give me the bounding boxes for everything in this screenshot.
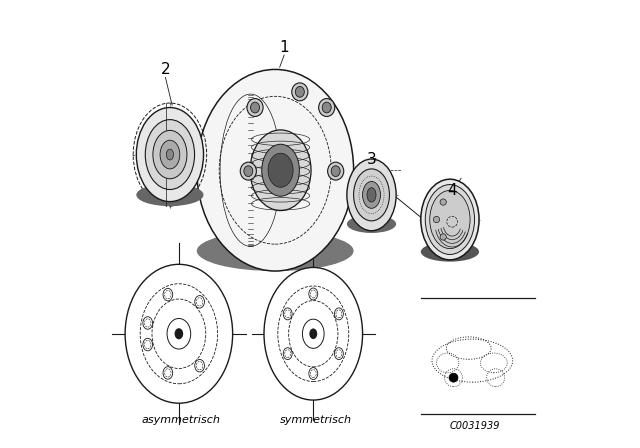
Ellipse shape (309, 328, 317, 339)
Ellipse shape (251, 102, 260, 113)
Ellipse shape (319, 99, 335, 116)
Circle shape (440, 234, 446, 240)
Ellipse shape (328, 162, 344, 180)
Ellipse shape (175, 328, 183, 339)
Ellipse shape (430, 190, 470, 249)
Text: asymmetrisch: asymmetrisch (141, 415, 221, 425)
Ellipse shape (332, 166, 340, 177)
Ellipse shape (347, 159, 396, 231)
Ellipse shape (347, 215, 396, 233)
Circle shape (440, 199, 446, 205)
Text: 2: 2 (161, 62, 170, 77)
Ellipse shape (197, 69, 354, 271)
Circle shape (433, 216, 440, 223)
Ellipse shape (292, 83, 308, 101)
Ellipse shape (367, 188, 376, 202)
Ellipse shape (296, 86, 305, 97)
Ellipse shape (145, 120, 195, 190)
Ellipse shape (220, 208, 281, 249)
Ellipse shape (362, 181, 380, 208)
Text: 3: 3 (367, 151, 376, 167)
Ellipse shape (125, 264, 233, 403)
Ellipse shape (421, 242, 479, 262)
Ellipse shape (262, 144, 300, 196)
Ellipse shape (247, 99, 263, 116)
Ellipse shape (218, 92, 283, 249)
Ellipse shape (426, 185, 475, 254)
Ellipse shape (268, 153, 293, 187)
Text: symmetrisch: symmetrisch (280, 415, 351, 425)
Ellipse shape (353, 169, 389, 221)
Circle shape (449, 373, 458, 382)
Ellipse shape (136, 184, 204, 206)
Ellipse shape (250, 130, 311, 211)
Ellipse shape (264, 267, 363, 400)
Ellipse shape (240, 162, 257, 180)
Ellipse shape (421, 179, 479, 260)
Ellipse shape (160, 140, 180, 169)
Text: 1: 1 (279, 39, 289, 55)
Ellipse shape (323, 102, 332, 113)
Ellipse shape (136, 108, 204, 202)
Ellipse shape (244, 166, 253, 177)
Text: C0031939: C0031939 (449, 422, 500, 431)
Ellipse shape (197, 231, 354, 271)
Ellipse shape (153, 130, 187, 179)
Text: 4: 4 (447, 183, 457, 198)
Ellipse shape (166, 149, 173, 160)
